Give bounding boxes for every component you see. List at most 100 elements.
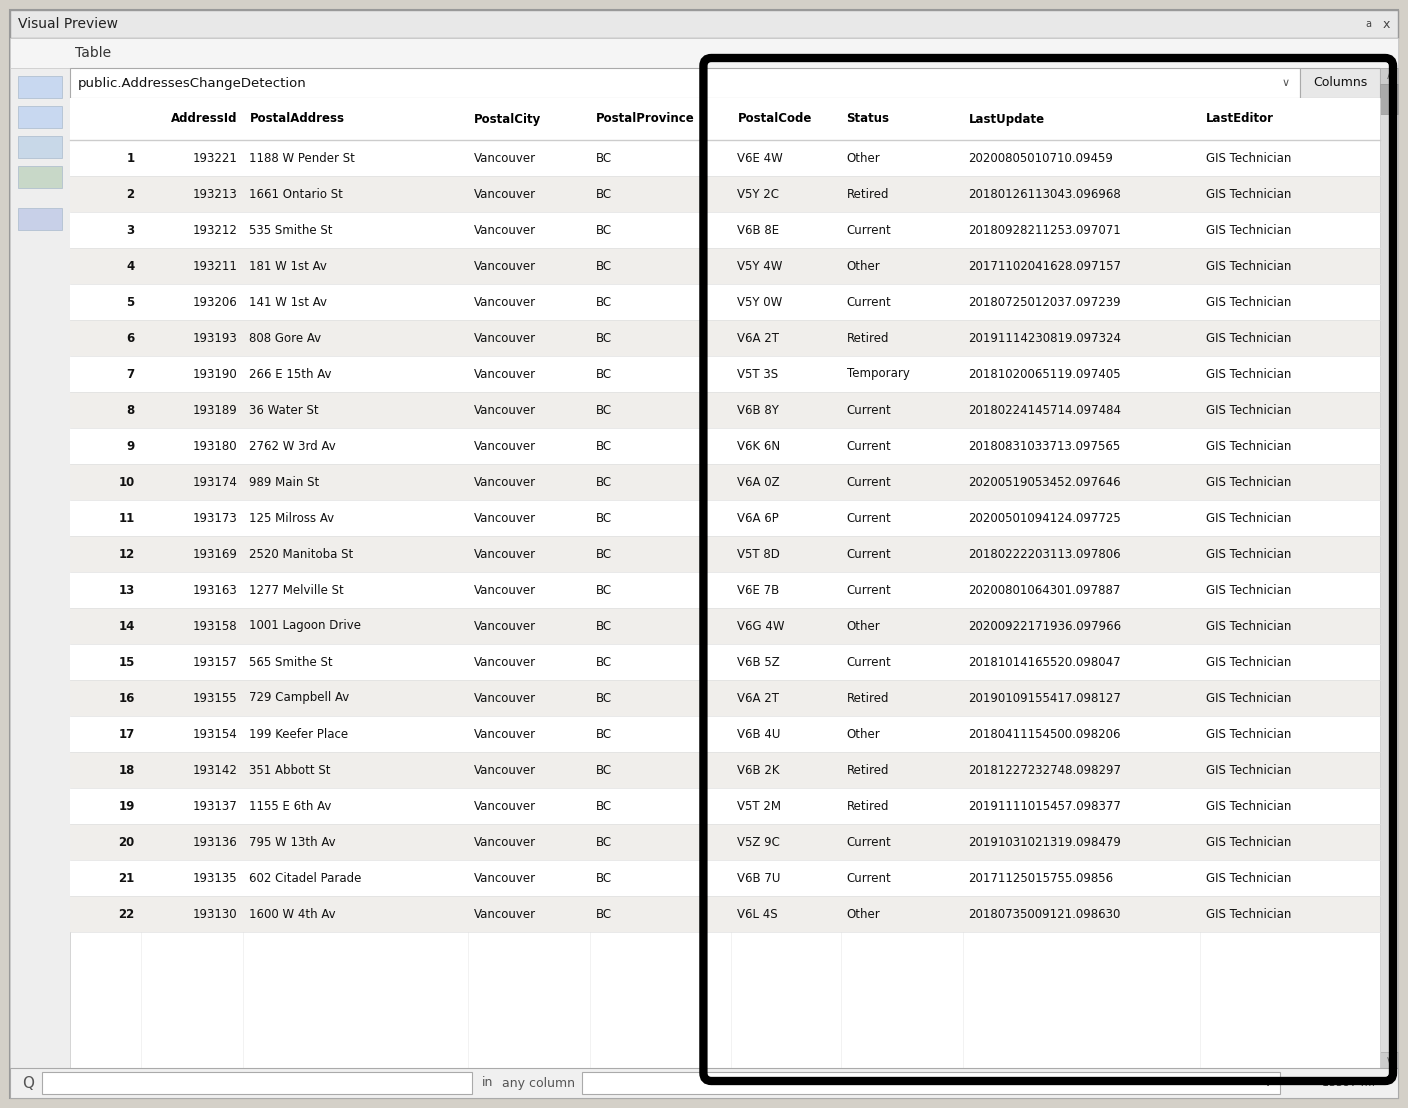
Text: PostalCity: PostalCity bbox=[474, 113, 542, 125]
Text: BC: BC bbox=[596, 296, 612, 308]
Text: GIS Technician: GIS Technician bbox=[1207, 728, 1291, 740]
Text: 193163: 193163 bbox=[193, 584, 238, 596]
Text: ∨: ∨ bbox=[1264, 1078, 1271, 1088]
Text: Vancouver: Vancouver bbox=[474, 224, 536, 236]
Text: GIS Technician: GIS Technician bbox=[1207, 224, 1291, 236]
Text: Current: Current bbox=[846, 224, 891, 236]
Text: GIS Technician: GIS Technician bbox=[1207, 763, 1291, 777]
Text: GIS Technician: GIS Technician bbox=[1207, 691, 1291, 705]
Text: AddressId: AddressId bbox=[170, 113, 238, 125]
Text: BC: BC bbox=[596, 835, 612, 849]
Text: 1: 1 bbox=[127, 152, 135, 164]
Text: Vancouver: Vancouver bbox=[474, 872, 536, 884]
Text: GIS Technician: GIS Technician bbox=[1207, 907, 1291, 921]
Text: 20190109155417.098127: 20190109155417.098127 bbox=[969, 691, 1122, 705]
Text: 193157: 193157 bbox=[193, 656, 238, 668]
Bar bbox=[70, 140, 1380, 176]
Bar bbox=[1300, 68, 1380, 98]
Text: BC: BC bbox=[596, 403, 612, 417]
Bar bbox=[70, 644, 1380, 680]
Text: GIS Technician: GIS Technician bbox=[1207, 512, 1291, 524]
Text: BC: BC bbox=[596, 512, 612, 524]
Text: 3: 3 bbox=[127, 224, 135, 236]
Text: V5T 2M: V5T 2M bbox=[738, 800, 781, 812]
Text: V6B 8Y: V6B 8Y bbox=[738, 403, 779, 417]
Text: GIS Technician: GIS Technician bbox=[1207, 800, 1291, 812]
Text: BC: BC bbox=[596, 475, 612, 489]
Text: PostalCode: PostalCode bbox=[738, 113, 812, 125]
Bar bbox=[70, 320, 1380, 356]
Text: Current: Current bbox=[846, 296, 891, 308]
Text: 1277 Melville St: 1277 Melville St bbox=[249, 584, 344, 596]
Bar bbox=[70, 248, 1380, 284]
Text: Visual Preview: Visual Preview bbox=[18, 17, 118, 31]
Text: GIS Technician: GIS Technician bbox=[1207, 835, 1291, 849]
Text: 20181227232748.098297: 20181227232748.098297 bbox=[969, 763, 1122, 777]
Text: 20191031021319.098479: 20191031021319.098479 bbox=[969, 835, 1122, 849]
Text: 193155: 193155 bbox=[193, 691, 238, 705]
Bar bbox=[70, 824, 1380, 860]
Text: 193136: 193136 bbox=[193, 835, 238, 849]
Text: Vancouver: Vancouver bbox=[474, 835, 536, 849]
Text: Vancouver: Vancouver bbox=[474, 475, 536, 489]
Text: Vancouver: Vancouver bbox=[474, 440, 536, 452]
Text: Other: Other bbox=[846, 259, 880, 273]
Text: V5T 8D: V5T 8D bbox=[738, 547, 780, 561]
Text: 15: 15 bbox=[118, 656, 135, 668]
Text: 20180928211253.097071: 20180928211253.097071 bbox=[969, 224, 1121, 236]
Text: Other: Other bbox=[846, 152, 880, 164]
Text: 19: 19 bbox=[118, 800, 135, 812]
Text: Vancouver: Vancouver bbox=[474, 800, 536, 812]
Text: Retired: Retired bbox=[846, 187, 888, 201]
Text: 36 Water St: 36 Water St bbox=[249, 403, 320, 417]
Text: V5Y 0W: V5Y 0W bbox=[738, 296, 783, 308]
Text: Retired: Retired bbox=[846, 691, 888, 705]
Bar bbox=[10, 68, 70, 1068]
Text: 193212: 193212 bbox=[193, 224, 238, 236]
Bar bbox=[10, 1068, 1398, 1098]
Text: 20180725012037.097239: 20180725012037.097239 bbox=[969, 296, 1121, 308]
Text: 13597 r...: 13597 r... bbox=[1322, 1078, 1376, 1088]
Bar bbox=[70, 572, 1380, 608]
Bar bbox=[70, 860, 1380, 896]
Bar bbox=[70, 500, 1380, 536]
Bar bbox=[70, 392, 1380, 428]
Text: 193221: 193221 bbox=[193, 152, 238, 164]
Text: 199 Keefer Place: 199 Keefer Place bbox=[249, 728, 349, 740]
Text: 12: 12 bbox=[118, 547, 135, 561]
Text: V6B 5Z: V6B 5Z bbox=[738, 656, 780, 668]
Text: 20171125015755.09856: 20171125015755.09856 bbox=[969, 872, 1114, 884]
Bar bbox=[18, 136, 62, 158]
Text: Vancouver: Vancouver bbox=[474, 619, 536, 633]
Text: GIS Technician: GIS Technician bbox=[1207, 619, 1291, 633]
Bar bbox=[70, 608, 1380, 644]
Text: 193137: 193137 bbox=[193, 800, 238, 812]
Text: 20191111015457.098377: 20191111015457.098377 bbox=[969, 800, 1122, 812]
Bar bbox=[70, 212, 1380, 248]
Bar bbox=[18, 166, 62, 188]
Text: any column: any column bbox=[503, 1077, 574, 1089]
Text: 20181020065119.097405: 20181020065119.097405 bbox=[969, 368, 1121, 380]
Text: 193135: 193135 bbox=[193, 872, 238, 884]
Text: Other: Other bbox=[846, 728, 880, 740]
Bar bbox=[70, 356, 1380, 392]
Text: 21: 21 bbox=[118, 872, 135, 884]
Text: 795 W 13th Av: 795 W 13th Av bbox=[249, 835, 337, 849]
Text: 193154: 193154 bbox=[193, 728, 238, 740]
Text: Vancouver: Vancouver bbox=[474, 152, 536, 164]
Text: 193158: 193158 bbox=[193, 619, 238, 633]
Text: Vancouver: Vancouver bbox=[474, 584, 536, 596]
Text: 20: 20 bbox=[118, 835, 135, 849]
Text: 4: 4 bbox=[127, 259, 135, 273]
Text: V5T 3S: V5T 3S bbox=[738, 368, 779, 380]
Text: BC: BC bbox=[596, 656, 612, 668]
Text: BC: BC bbox=[596, 763, 612, 777]
Bar bbox=[10, 38, 1398, 68]
Text: Vancouver: Vancouver bbox=[474, 187, 536, 201]
Text: 2: 2 bbox=[127, 187, 135, 201]
Text: 20171102041628.097157: 20171102041628.097157 bbox=[969, 259, 1122, 273]
Text: Current: Current bbox=[846, 512, 891, 524]
Text: BC: BC bbox=[596, 584, 612, 596]
Text: 1188 W Pender St: 1188 W Pender St bbox=[249, 152, 355, 164]
Text: 193211: 193211 bbox=[193, 259, 238, 273]
